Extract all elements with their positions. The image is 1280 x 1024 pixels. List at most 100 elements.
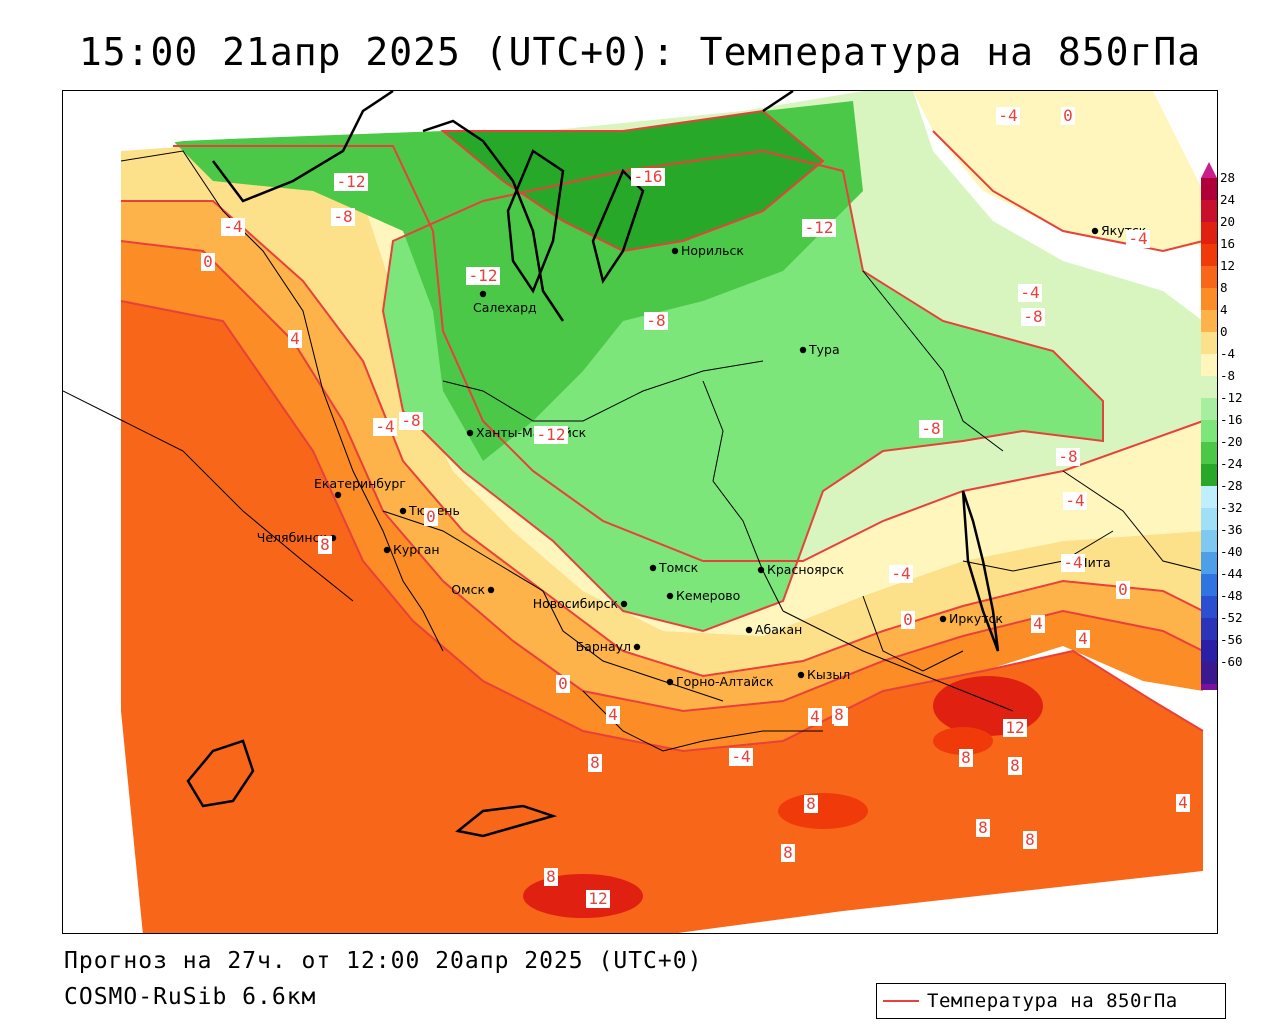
scale-tick-label: 16 (1220, 236, 1235, 251)
isotherm-label: 8 (1025, 830, 1035, 849)
isotherm-label: 8 (320, 535, 330, 554)
isotherm-label: -4 (998, 106, 1017, 125)
isotherm-label-bg (889, 565, 913, 583)
isotherm-label-bg (781, 844, 795, 862)
city-label: Омск (451, 582, 485, 597)
scale-swatch (1201, 530, 1217, 552)
isotherm-labels: -12 -8 -4 0 -16 -12 -12 -4 -8 -4 0 4 -4 -8 -12 -8 -8 -4 -4… (201, 106, 1190, 908)
isotherm-label: 8 (590, 753, 600, 772)
temperature-map: Салехард Норильск Тура Якутск Ханты-Мансийск… (62, 90, 1218, 934)
city-marker (671, 247, 679, 255)
isotherm-label-bg (1063, 492, 1087, 510)
isotherm-label: -4 (375, 417, 394, 436)
scale-tick-label: -32 (1220, 500, 1243, 515)
isotherm-label-bg (1021, 308, 1045, 326)
isotherm-label-bg (1003, 719, 1027, 737)
isotherm-label: 8 (806, 794, 816, 813)
isotherm-label: -4 (891, 564, 910, 583)
city-marker (939, 615, 947, 623)
isotherm-label: 4 (1078, 629, 1088, 648)
isotherm-label-bg (1018, 284, 1042, 302)
isotherm-label: 0 (1063, 106, 1073, 125)
isotherm-label: -8 (646, 311, 665, 330)
isotherm-label: 0 (426, 507, 436, 526)
temperature-field (63, 91, 1217, 933)
city-marker (487, 586, 495, 594)
coastlines (186, 91, 1000, 838)
cities: СалехардНорильскТураЯкутскХанты-Мансийск… (257, 223, 1147, 689)
admin-borders (63, 150, 1204, 752)
isotherm-label: 12 (588, 889, 607, 908)
scale-tick-label: 4 (1220, 302, 1228, 317)
isotherm-label-bg (1023, 831, 1037, 849)
isotherm-label: 12 (1005, 718, 1024, 737)
isotherm-label-bg (1126, 230, 1150, 248)
isotherm-label: 4 (608, 705, 618, 724)
isotherm-label-bg (399, 412, 423, 430)
isotherm-label-bg (331, 208, 355, 226)
scale-swatch (1201, 684, 1217, 690)
isotherm-label-bg (996, 107, 1020, 125)
city-label: Новосибирск (533, 596, 619, 611)
city-marker (757, 566, 765, 574)
scale-swatch (1201, 266, 1217, 288)
city-label: Курган (393, 542, 440, 557)
scale-tick-label: 8 (1220, 280, 1228, 295)
isotherm-label-bg (1076, 630, 1090, 648)
city-marker (479, 290, 487, 298)
scale-tick-label: -4 (1220, 346, 1235, 361)
city-label: Красноярск (767, 562, 844, 577)
scale-swatch (1201, 552, 1217, 574)
city-label: Абакан (755, 622, 802, 637)
scale-top-cap (1201, 162, 1217, 178)
scale-tick-label: -48 (1220, 588, 1243, 603)
isotherm-label-bg (318, 536, 332, 554)
isotherm-label: -4 (1020, 283, 1039, 302)
city-label: Челябинск (257, 530, 328, 545)
city-marker (383, 546, 391, 554)
isotherm-label-bg (976, 819, 990, 837)
isotherm-label-bg (1008, 757, 1022, 775)
isotherm-label-bg (201, 253, 215, 271)
isotherm-label: 4 (1033, 614, 1043, 633)
isotherm-label-bg (1056, 448, 1080, 466)
isotherm-label-bg (556, 675, 570, 693)
scale-swatch (1201, 596, 1217, 618)
warm-spot-4 (933, 727, 993, 755)
scale-swatch (1201, 574, 1217, 596)
isotherm-label-bg (1116, 581, 1130, 599)
city-marker (1091, 227, 1099, 235)
city-label: Салехард (473, 300, 537, 315)
scale-swatch (1201, 420, 1217, 442)
isotherm-label: 4 (290, 329, 300, 348)
scale-swatch (1201, 442, 1217, 464)
isotherm-label: 0 (203, 252, 213, 271)
isotherm-label-bg (808, 708, 822, 726)
isotherm-label: -8 (921, 419, 940, 438)
isotherm-label: 8 (978, 818, 988, 837)
city-marker (399, 507, 407, 515)
model-name: COSMO-RuSib 6.6км (64, 984, 317, 1010)
isotherm-label: 8 (834, 705, 844, 724)
city-marker (797, 671, 805, 679)
zone-minus4 (121, 141, 1203, 676)
city-marker (633, 643, 641, 651)
scale-swatch (1201, 640, 1217, 662)
scale-swatch (1201, 332, 1217, 354)
city-marker (666, 678, 674, 686)
isotherm-label-bg (586, 890, 610, 908)
isotherm-label-bg (534, 426, 568, 444)
scale-tick-label: 24 (1220, 192, 1235, 207)
isotherm-label: -16 (634, 167, 663, 186)
scale-swatch (1201, 486, 1217, 508)
isotherm-label-bg (544, 868, 558, 886)
city-marker (649, 564, 657, 572)
city-label: Барнаул (576, 639, 631, 654)
isotherm-label-bg (606, 706, 620, 724)
scale-tick-label: -40 (1220, 544, 1243, 559)
city-marker (799, 346, 807, 354)
legend-label: Температура на 850гПа (927, 990, 1178, 1012)
scale-swatch (1201, 398, 1217, 420)
isotherm-label-bg (802, 219, 836, 237)
chart-title: 15:00 21апр 2025 (UTC+0): Температура на… (78, 30, 1202, 74)
